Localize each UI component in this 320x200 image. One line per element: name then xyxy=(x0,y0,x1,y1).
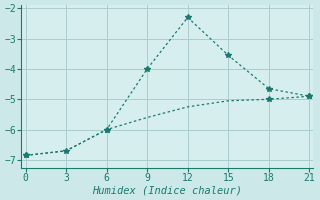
X-axis label: Humidex (Indice chaleur): Humidex (Indice chaleur) xyxy=(92,186,243,196)
